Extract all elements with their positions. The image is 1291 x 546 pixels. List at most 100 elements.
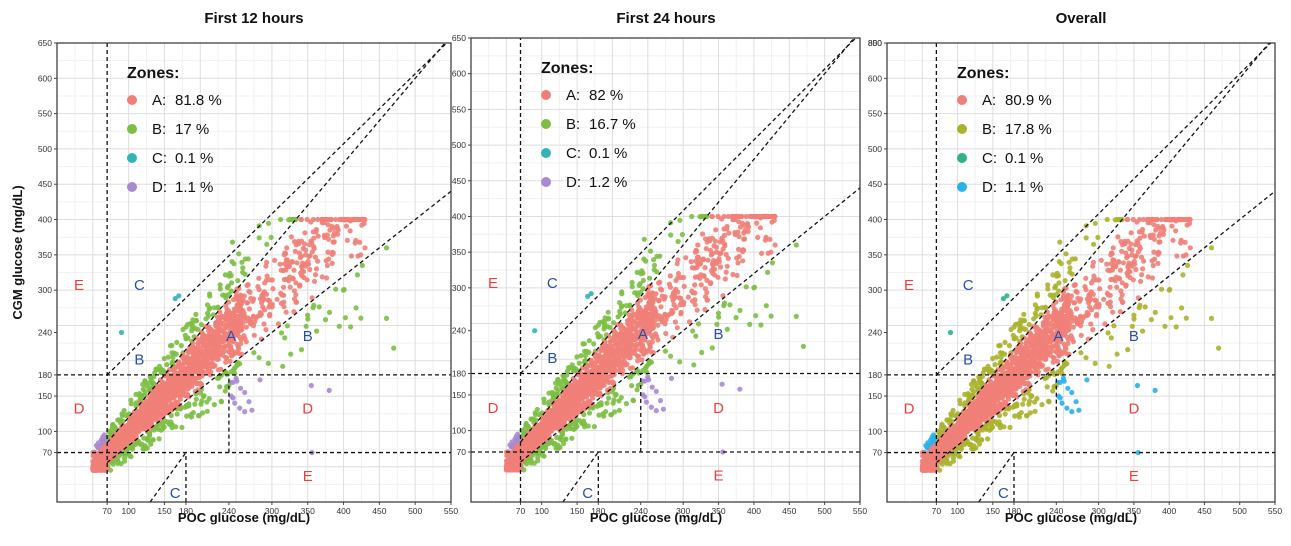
data-point xyxy=(744,220,751,227)
data-point xyxy=(644,322,650,328)
data-point xyxy=(358,315,364,321)
data-point xyxy=(607,358,613,365)
data-point xyxy=(1002,339,1008,345)
data-point xyxy=(207,293,213,299)
data-point xyxy=(267,277,273,283)
data-point xyxy=(155,384,161,390)
y-tick-label: 180 xyxy=(452,369,466,379)
data-point xyxy=(226,382,232,389)
data-point xyxy=(186,380,192,386)
data-point xyxy=(329,249,335,255)
data-point xyxy=(204,399,210,405)
data-point xyxy=(277,261,283,267)
data-point xyxy=(723,251,729,258)
data-point xyxy=(184,413,190,419)
data-points xyxy=(919,216,1222,473)
boundary-upper-c xyxy=(106,43,448,376)
data-point xyxy=(1180,272,1186,278)
data-point xyxy=(238,292,244,299)
data-point xyxy=(1065,385,1071,391)
data-point xyxy=(699,231,706,237)
data-point xyxy=(316,304,322,310)
zone-label-e: E xyxy=(74,277,84,294)
x-tick-label: 180 xyxy=(179,506,193,516)
data-point xyxy=(235,344,241,350)
data-point xyxy=(704,289,710,296)
data-point xyxy=(615,353,621,359)
data-point xyxy=(535,454,541,460)
data-point xyxy=(528,460,534,466)
y-tick-label: 550 xyxy=(452,104,466,114)
data-point xyxy=(627,339,633,345)
legend-swatch xyxy=(541,119,551,129)
data-point xyxy=(692,282,698,288)
data-point xyxy=(1053,382,1059,389)
data-point xyxy=(550,391,556,397)
data-point xyxy=(205,310,211,316)
zone-label-b: B xyxy=(134,351,144,368)
y-tick-label: 300 xyxy=(452,283,466,293)
data-point xyxy=(164,362,170,368)
data-point xyxy=(206,306,212,312)
panel-title: First 24 hours xyxy=(616,10,715,27)
data-point xyxy=(336,323,342,329)
data-point xyxy=(230,379,236,385)
data-point xyxy=(198,337,204,343)
data-point xyxy=(301,269,307,275)
data-point xyxy=(619,291,625,297)
data-point xyxy=(237,405,243,411)
data-point xyxy=(699,349,705,356)
data-point xyxy=(1185,262,1191,268)
data-point xyxy=(695,274,701,280)
data-point xyxy=(311,278,318,284)
data-point xyxy=(947,329,954,336)
data-point xyxy=(1158,286,1165,292)
zone-label-d: D xyxy=(488,400,499,417)
data-point xyxy=(692,290,698,296)
data-point xyxy=(637,297,644,303)
data-point xyxy=(691,362,697,368)
data-point xyxy=(1050,388,1056,394)
data-point xyxy=(325,222,331,228)
data-point xyxy=(227,358,233,364)
data-point xyxy=(326,387,332,393)
zone-label-b: B xyxy=(303,328,313,345)
data-point xyxy=(610,365,616,371)
data-point xyxy=(217,384,223,390)
data-point xyxy=(297,255,303,261)
data-point xyxy=(156,363,163,369)
data-point xyxy=(174,374,180,380)
data-point xyxy=(648,404,655,410)
data-point xyxy=(1063,251,1069,257)
data-point xyxy=(215,341,221,347)
legend-percent: 1.1 % xyxy=(175,179,213,196)
data-point xyxy=(951,449,957,455)
data-point xyxy=(968,441,974,447)
data-point xyxy=(1002,351,1008,357)
data-point xyxy=(169,390,175,396)
legend-swatch xyxy=(127,124,137,134)
data-point xyxy=(641,310,648,316)
data-point xyxy=(617,308,623,314)
data-point xyxy=(169,342,175,349)
data-point xyxy=(1059,365,1065,371)
data-point xyxy=(352,240,358,246)
data-point xyxy=(570,399,576,405)
data-point xyxy=(727,302,733,308)
data-point xyxy=(635,335,641,341)
data-point xyxy=(321,232,327,238)
data-point xyxy=(301,274,307,281)
data-point xyxy=(298,347,305,353)
data-point xyxy=(555,376,561,382)
data-point xyxy=(326,309,333,315)
data-point xyxy=(213,323,219,329)
data-point xyxy=(275,321,281,327)
data-point xyxy=(188,321,194,327)
data-point xyxy=(325,249,331,255)
data-point xyxy=(585,293,591,299)
data-point xyxy=(142,389,148,395)
data-point xyxy=(251,314,257,320)
data-point xyxy=(641,236,647,242)
data-point xyxy=(565,396,571,402)
data-point xyxy=(585,423,591,429)
